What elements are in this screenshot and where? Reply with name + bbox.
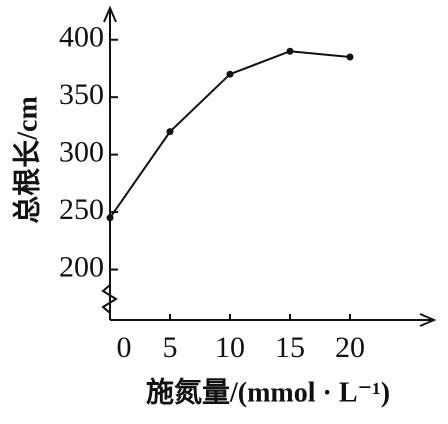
y-tick-label: 350	[59, 78, 104, 111]
data-point	[106, 214, 114, 222]
x-tick-label: 5	[163, 331, 178, 364]
y-axis	[103, 5, 117, 320]
y-tick-label: 200	[59, 250, 104, 283]
x-axis-label: 施氮量/(mmol · L⁻¹)	[146, 376, 390, 408]
x-tick-label: 20	[335, 331, 365, 364]
y-tick-label: 250	[59, 193, 104, 226]
axis-break	[101, 284, 118, 314]
y-tick-label: 300	[59, 136, 104, 169]
x-tick-label: 0	[117, 331, 132, 364]
data-point	[226, 70, 234, 78]
x-axis	[110, 313, 437, 327]
data-point	[166, 128, 174, 136]
x-tick-label: 15	[275, 331, 305, 364]
data-point	[286, 47, 294, 55]
x-tick-label: 10	[215, 331, 245, 364]
y-tick-label: 400	[59, 21, 104, 54]
data-point	[346, 53, 354, 61]
y-axis-label: 总根长/cm	[11, 96, 43, 224]
